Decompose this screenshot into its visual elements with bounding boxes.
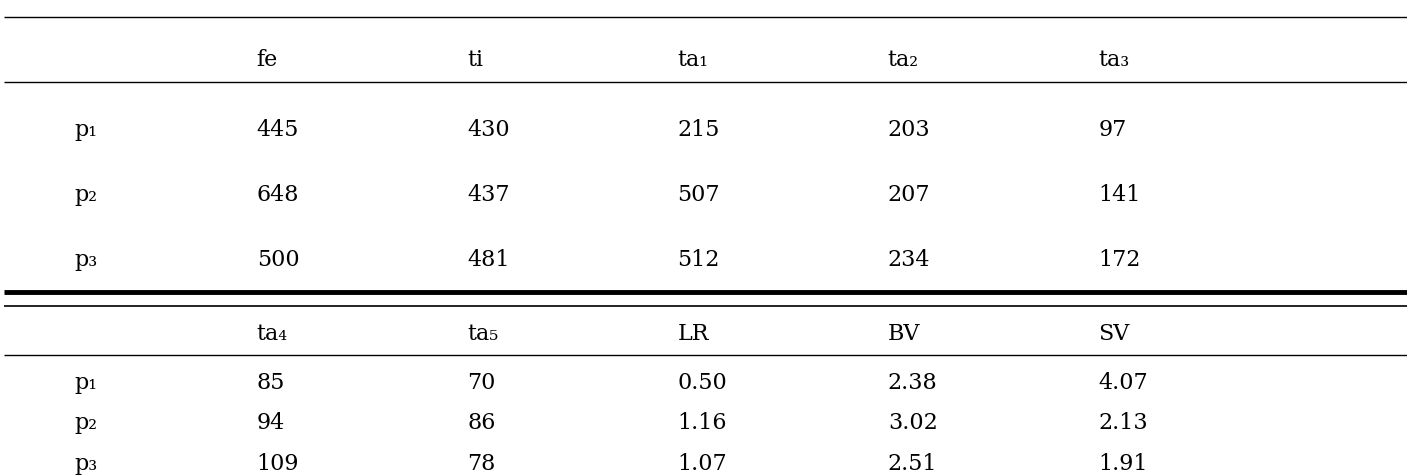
Text: 78: 78 bbox=[467, 452, 495, 474]
Text: 207: 207 bbox=[888, 183, 930, 205]
Text: 507: 507 bbox=[677, 183, 720, 205]
Text: SV: SV bbox=[1098, 322, 1130, 344]
Text: 4.07: 4.07 bbox=[1098, 371, 1149, 393]
Text: p₂: p₂ bbox=[75, 412, 97, 434]
Text: 481: 481 bbox=[467, 248, 509, 270]
Text: 3.02: 3.02 bbox=[888, 412, 937, 434]
Text: 215: 215 bbox=[677, 119, 720, 140]
Text: 234: 234 bbox=[888, 248, 930, 270]
Text: 648: 648 bbox=[257, 183, 299, 205]
Text: ta₂: ta₂ bbox=[888, 49, 919, 71]
Text: p₁: p₁ bbox=[75, 119, 97, 140]
Text: LR: LR bbox=[677, 322, 708, 344]
Text: 1.16: 1.16 bbox=[677, 412, 727, 434]
Text: 203: 203 bbox=[888, 119, 930, 140]
Text: 512: 512 bbox=[677, 248, 720, 270]
Text: 141: 141 bbox=[1098, 183, 1140, 205]
Text: 2.13: 2.13 bbox=[1098, 412, 1149, 434]
Text: 1.07: 1.07 bbox=[677, 452, 727, 474]
Text: 70: 70 bbox=[467, 371, 495, 393]
Text: 445: 445 bbox=[257, 119, 299, 140]
Text: ta₃: ta₃ bbox=[1098, 49, 1129, 71]
Text: 0.50: 0.50 bbox=[677, 371, 727, 393]
Text: p₃: p₃ bbox=[75, 248, 97, 270]
Text: 2.38: 2.38 bbox=[888, 371, 937, 393]
Text: 437: 437 bbox=[467, 183, 509, 205]
Text: 2.51: 2.51 bbox=[888, 452, 937, 474]
Text: p₃: p₃ bbox=[75, 452, 97, 474]
Text: 86: 86 bbox=[467, 412, 495, 434]
Text: fe: fe bbox=[257, 49, 278, 71]
Text: p₁: p₁ bbox=[75, 371, 97, 393]
Text: ti: ti bbox=[467, 49, 483, 71]
Text: 94: 94 bbox=[257, 412, 285, 434]
Text: BV: BV bbox=[888, 322, 920, 344]
Text: ta₄: ta₄ bbox=[257, 322, 288, 344]
Text: 430: 430 bbox=[467, 119, 509, 140]
Text: 85: 85 bbox=[257, 371, 285, 393]
Text: p₂: p₂ bbox=[75, 183, 97, 205]
Text: 109: 109 bbox=[257, 452, 299, 474]
Text: 172: 172 bbox=[1098, 248, 1140, 270]
Text: ta₁: ta₁ bbox=[677, 49, 708, 71]
Text: 1.91: 1.91 bbox=[1098, 452, 1147, 474]
Text: 500: 500 bbox=[257, 248, 299, 270]
Text: 97: 97 bbox=[1098, 119, 1126, 140]
Text: ta₅: ta₅ bbox=[467, 322, 498, 344]
